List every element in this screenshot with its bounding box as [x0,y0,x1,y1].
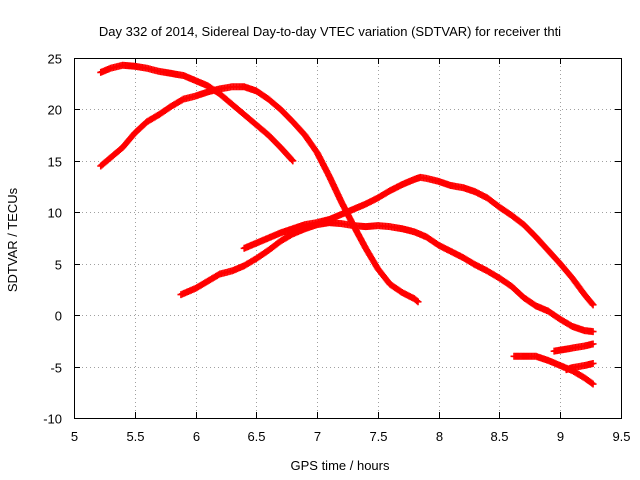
x-tick-label: 8.5 [490,429,508,444]
x-tick-label: 9 [557,429,564,444]
data-point [588,300,596,308]
series-arc2 [97,83,422,306]
y-axis-label: SDTVAR / TECUs [5,187,20,292]
y-tick-label: 5 [55,258,62,273]
x-tick-label: 5 [71,429,78,444]
series-arc7 [562,359,597,374]
data-point [289,157,297,165]
y-tick-label: 10 [48,206,62,221]
y-tick-label: 25 [48,52,62,67]
x-tick-label: 7 [314,429,321,444]
data-point [414,298,422,306]
y-tick-label: -5 [50,361,62,376]
x-tick-label: 6.5 [247,429,265,444]
data-point [288,156,296,164]
series-arc6 [550,340,597,355]
data-point [588,379,596,387]
series-arc5 [510,352,597,388]
grid-lines [74,58,621,418]
data-point [589,380,597,388]
x-tick-label: 5.5 [126,429,144,444]
x-tick-label: 8 [436,429,443,444]
data-point [413,297,421,305]
x-tick-label: 7.5 [369,429,387,444]
x-tick-label: 6 [193,429,200,444]
y-tick-label: -10 [43,412,62,427]
y-tick-label: 15 [48,155,62,170]
series-arc3 [177,219,597,336]
data-point [589,301,597,309]
series-arc1 [97,61,297,165]
y-tick-label: 20 [48,103,62,118]
data-markers [97,61,597,388]
data-point [589,359,597,367]
chart-title: Day 332 of 2014, Sidereal Day-to-day VTE… [99,24,561,39]
data-point [589,328,597,336]
x-tick-label: 9.5 [612,429,630,444]
y-tick-label: 0 [55,309,62,324]
x-axis-label: GPS time / hours [291,458,390,473]
data-point [589,340,597,348]
tick-labels: 5 5.5 6 6.5 7 7.5 8 8.5 9 9.5 -10 -5 0 5 10 15 20 25 [43,52,630,445]
plot-frame [74,58,622,419]
series-arc4 [240,173,597,309]
